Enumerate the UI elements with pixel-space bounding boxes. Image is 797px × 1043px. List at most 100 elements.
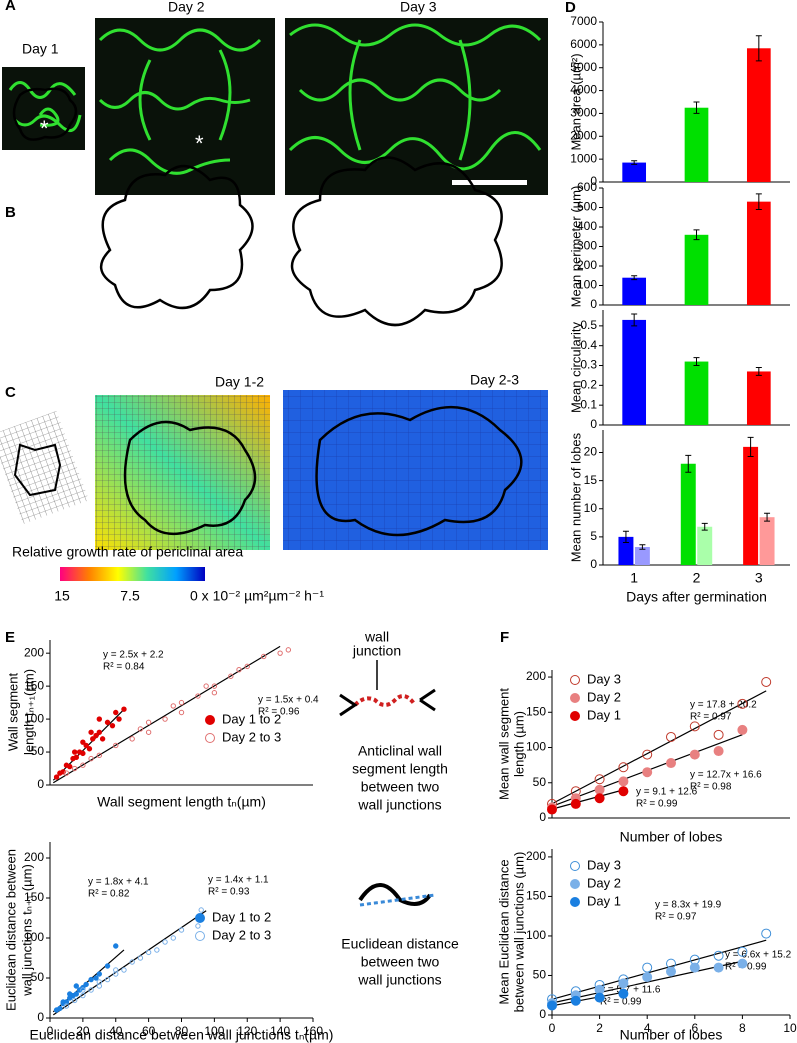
y-tick-label: 200 [24, 645, 44, 659]
y-tick-label: 5 [590, 529, 597, 543]
point [86, 746, 93, 752]
point [761, 928, 772, 939]
legend-label: Day 2 to 3 [222, 729, 281, 744]
y-tick-label: 0.1 [580, 397, 597, 411]
diagram-text: junction [352, 643, 401, 659]
x-axis-label: Euclidean distance between wall junction… [30, 1027, 334, 1043]
legend-label: Day 3 [587, 857, 621, 872]
y-tick-label: 4000 [570, 83, 597, 97]
x-tick-label: 100 [204, 1024, 224, 1038]
point [60, 999, 66, 1005]
diagram-text: wall [364, 629, 389, 645]
point [71, 765, 78, 772]
y-tick-label: 3000 [570, 106, 597, 120]
point [113, 943, 119, 949]
x-tick-label: 8 [739, 1021, 746, 1035]
point [80, 739, 86, 745]
point [594, 774, 605, 785]
colorbar-label: 7.5 [120, 588, 140, 604]
x-tick-label: 2 [693, 570, 701, 586]
diagram-text: between two [361, 954, 440, 970]
point [73, 754, 80, 761]
error-bar [631, 313, 638, 327]
legend-label: Day 1 [587, 707, 621, 722]
point [88, 755, 94, 762]
error-bar [631, 275, 638, 281]
y-axis-label: length (µm) [511, 711, 526, 777]
point [93, 732, 99, 739]
y-tick-label: 100 [24, 930, 44, 944]
error-bar [622, 530, 629, 543]
bar [634, 547, 650, 565]
point [547, 804, 557, 815]
point [666, 731, 676, 742]
x-axis-label: Wall segment length tₙ(µm) [97, 794, 266, 810]
error-bar [755, 35, 762, 62]
point [71, 749, 78, 755]
fit-r2: R² = 0.93 [208, 887, 250, 898]
y-tick-label: 100 [577, 278, 597, 292]
point [642, 767, 653, 778]
growth-meshes [0, 390, 548, 581]
diagram-text: wall junctions [357, 972, 441, 988]
bar [680, 463, 696, 565]
point [162, 939, 168, 945]
diagram-text: wall junctions [357, 797, 441, 813]
bar [622, 319, 647, 425]
legend-label: Day 1 [587, 893, 621, 908]
x-tick-label: 120 [237, 1024, 257, 1038]
point [713, 950, 724, 961]
error-bar [693, 101, 700, 114]
fit-line [551, 789, 624, 810]
error-bar [755, 193, 762, 210]
legend-marker [570, 861, 580, 871]
point [121, 706, 127, 712]
y-tick-label: 50 [31, 970, 45, 984]
y-tick-label: 0.5 [580, 318, 597, 332]
point [642, 972, 653, 983]
x-tick-label: 1 [630, 570, 638, 586]
fit-line [551, 991, 624, 1007]
legend-label: Day 1 to 2 [222, 711, 281, 726]
legend-label: Day 3 [587, 671, 621, 686]
interval-label: Day 1-2 [215, 374, 264, 390]
point [99, 736, 106, 742]
error-bar [693, 357, 700, 367]
y-tick-label: 0 [590, 557, 597, 571]
point [594, 784, 605, 795]
point [96, 729, 103, 735]
point [228, 673, 234, 679]
fit-equation: y = 12.7x + 16.6 [690, 770, 762, 781]
y-tick-label: 0 [590, 174, 597, 188]
legend-marker [570, 897, 580, 907]
legend-marker [570, 675, 580, 685]
point [67, 763, 73, 770]
y-tick-label: 1000 [570, 151, 597, 165]
bar [622, 162, 647, 182]
point [113, 967, 119, 973]
y-axis-label: Mean circularity [568, 321, 583, 413]
point [73, 983, 80, 989]
fit-equation: y = 1.4x + 1.1 [208, 875, 269, 886]
x-axis-label: Number of lobes [620, 1027, 723, 1043]
point [116, 716, 122, 722]
point [547, 1000, 557, 1011]
bar [684, 234, 709, 305]
point [642, 749, 653, 760]
panel-label: F [500, 629, 509, 646]
point [137, 955, 144, 961]
point [154, 947, 160, 953]
y-tick-label: 300 [577, 239, 597, 253]
point [594, 793, 605, 804]
point [713, 962, 724, 973]
x-tick-label: 6 [691, 1021, 698, 1035]
point [145, 949, 152, 956]
point [737, 724, 748, 735]
diagram-icons [339, 660, 436, 907]
y-axis-label: Wall segment [5, 672, 20, 751]
cell-outlines [12, 87, 503, 327]
point [737, 946, 748, 957]
y-tick-label: 150 [24, 678, 44, 692]
fit-r2: R² = 0.99 [636, 799, 678, 810]
point [618, 978, 629, 989]
